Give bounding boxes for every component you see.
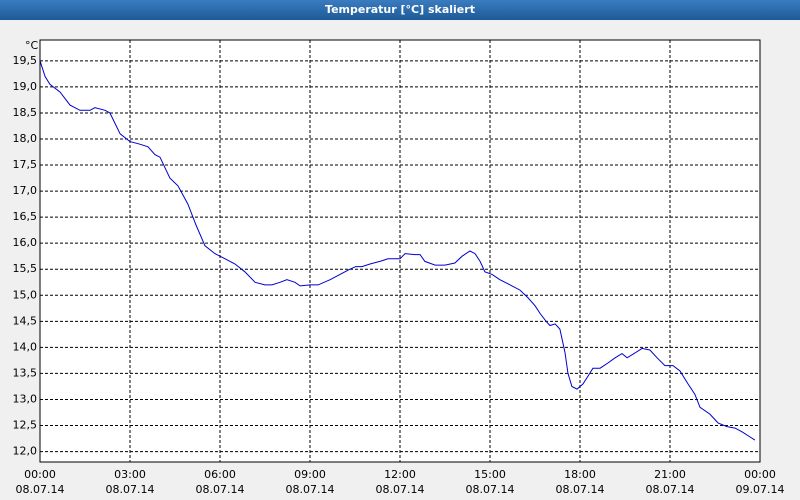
y-tick-label: 15,5 (13, 262, 38, 275)
x-tick-label: 08.07.14 (556, 483, 605, 496)
plot-border (39, 39, 761, 463)
x-tick-label: 08.07.14 (376, 483, 425, 496)
x-tick-label: 00:00 (24, 468, 56, 481)
y-tick-label: 15,0 (13, 288, 38, 301)
temperature-line (39, 60, 756, 441)
y-tick-label: 16,0 (13, 236, 38, 249)
y-tick-label: 14,0 (13, 340, 38, 353)
y-tick-label: 13,5 (13, 366, 38, 379)
x-tick-label: 06:00 (204, 468, 236, 481)
x-tick-label: 00:00 (744, 468, 776, 481)
x-tick-label: 08.07.14 (16, 483, 65, 496)
y-tick-label: 18,5 (13, 106, 38, 119)
chart-title: Temperatur [°C] skaliert (325, 3, 475, 16)
y-tick-label: 18,0 (13, 132, 38, 145)
x-tick-label: 21:00 (654, 468, 686, 481)
y-tick-label: 12,5 (13, 419, 38, 432)
x-tick-label: 08.07.14 (466, 483, 515, 496)
x-tick-label: 08.07.14 (106, 483, 155, 496)
y-tick-label: 17,5 (13, 158, 38, 171)
y-tick-label: 14,5 (13, 314, 38, 327)
y-unit: °C (25, 39, 39, 52)
y-tick-label: 19,5 (13, 54, 38, 67)
x-tick-label: 03:00 (114, 468, 146, 481)
x-tick-label: 09.07.14 (736, 483, 785, 496)
x-tick-label: 08.07.14 (286, 483, 335, 496)
x-tick-label: 12:00 (384, 468, 416, 481)
title-bar (0, 0, 800, 20)
y-tick-label: 13,0 (13, 392, 38, 405)
y-tick-label: 19,0 (13, 80, 38, 93)
x-tick-label: 15:00 (474, 468, 506, 481)
x-tick-label: 08.07.14 (196, 483, 245, 496)
x-tick-label: 09:00 (294, 468, 326, 481)
x-tick-label: 08.07.14 (646, 483, 695, 496)
x-tick-label: 18:00 (564, 468, 596, 481)
y-tick-label: 12,0 (13, 445, 38, 458)
y-tick-label: 16,5 (13, 210, 38, 223)
y-tick-label: 17,0 (13, 184, 38, 197)
